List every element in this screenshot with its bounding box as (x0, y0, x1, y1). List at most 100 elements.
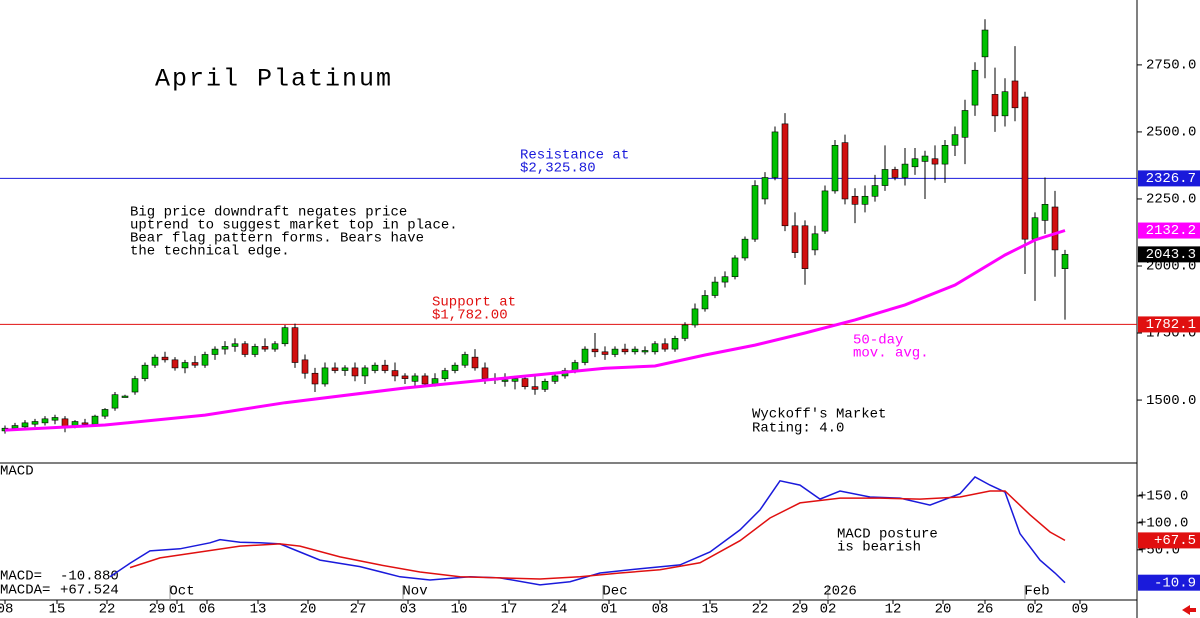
annotation: the technical edge. (130, 244, 290, 260)
macd-title: MACD (0, 464, 34, 480)
candle-body (1051, 206, 1059, 251)
value-tag (1138, 532, 1200, 549)
candle-body (621, 348, 629, 353)
candle-body (681, 324, 689, 339)
candle-body (461, 354, 469, 366)
ma-label: 50-day (853, 333, 903, 349)
candle-body (1061, 254, 1069, 269)
candle-body (251, 346, 259, 355)
candle-body (521, 378, 529, 387)
candle-body (471, 356, 479, 369)
x-tick-label: 24 (551, 602, 568, 618)
y-tick-label: 2500.0 (1146, 125, 1196, 141)
candle-body (1031, 217, 1039, 240)
candle-body (231, 343, 239, 347)
macd-line (109, 476, 1066, 586)
candle-body (311, 372, 319, 385)
candle-body (911, 158, 919, 168)
candle-body (181, 362, 189, 369)
candle-body (771, 131, 779, 178)
candle-body (531, 386, 539, 390)
candle-body (411, 375, 419, 382)
candle-body (871, 185, 879, 197)
candle-body (671, 338, 679, 350)
resistance-label: $2,325.80 (520, 161, 596, 177)
macd-readout: -10.880 (60, 569, 119, 585)
x-tick-label: 06 (199, 602, 216, 618)
candle-body (971, 69, 979, 106)
y-tick-label: 1500.0 (1146, 393, 1196, 409)
candle-body (401, 375, 409, 379)
month-label: Nov (402, 584, 427, 600)
candle-body (781, 123, 789, 227)
candle-body (601, 351, 609, 355)
candle-body (511, 378, 519, 382)
candle-body (21, 422, 29, 428)
candle-body (821, 190, 829, 232)
candle-body (731, 257, 739, 278)
month-label: 2026 (823, 584, 857, 600)
candle-body (171, 359, 179, 369)
x-tick-label: 26 (977, 602, 994, 618)
x-tick-label: 08 (0, 602, 13, 618)
y-tick-label: 2750.0 (1146, 58, 1196, 74)
candle-body (931, 158, 939, 165)
value-tag-label: 2043.3 (1146, 247, 1196, 263)
candle-body (271, 343, 279, 350)
candle-body (281, 327, 289, 345)
candle-body (1041, 204, 1049, 221)
candle-body (211, 348, 219, 355)
support-label: $1,782.00 (432, 308, 508, 324)
x-tick-label: 03 (400, 602, 417, 618)
value-tag-label: 2326.7 (1146, 171, 1196, 187)
candle-body (631, 348, 639, 353)
candle-body (191, 362, 199, 366)
candle-body (381, 364, 389, 371)
candle-body (961, 110, 969, 138)
macd-note: MACD posture (837, 527, 938, 543)
x-tick-label: 01 (601, 602, 618, 618)
candle-body (41, 418, 49, 424)
x-tick-label: 22 (99, 602, 116, 618)
candle-body (341, 367, 349, 371)
candle-body (701, 295, 709, 310)
x-tick-label: 13 (250, 602, 267, 618)
value-tag-label: 2132.2 (1146, 223, 1196, 239)
value-tag (1138, 222, 1200, 239)
resistance-label: Resistance at (520, 148, 629, 164)
x-tick-label: 29 (792, 602, 809, 618)
candle-body (111, 394, 119, 409)
annotation: Bear flag pattern forms. Bears have (130, 231, 424, 247)
y-tick-label: 2000.0 (1146, 259, 1196, 275)
candle-body (831, 145, 839, 192)
candle-body (421, 375, 429, 385)
candle-body (451, 364, 459, 371)
candle-body (661, 343, 669, 350)
candle-body (941, 145, 949, 165)
candle-body (811, 233, 819, 251)
y-tick-label: 2250.0 (1146, 192, 1196, 208)
x-tick-label: 27 (350, 602, 367, 618)
value-tag-label: +67.5 (1154, 533, 1196, 549)
x-tick-label: 12 (885, 602, 902, 618)
chart-title: April Platinum (155, 65, 393, 94)
candle-body (541, 380, 549, 390)
value-tag (1138, 574, 1200, 591)
candle-body (981, 29, 989, 58)
candle-body (761, 177, 769, 200)
x-tick-label: 01 (169, 602, 186, 618)
x-tick-label: 20 (300, 602, 317, 618)
candle-body (861, 195, 869, 205)
x-tick-label: 29 (149, 602, 166, 618)
x-tick-label: 15 (49, 602, 66, 618)
candle-body (201, 354, 209, 366)
candle-body (131, 378, 139, 393)
candle-body (891, 169, 899, 178)
candle-body (261, 346, 269, 350)
x-tick-label: 17 (501, 602, 518, 618)
y-tick-label: +100.0 (1138, 516, 1188, 532)
candle-body (431, 378, 439, 385)
rating-label: Wyckoff's Market (752, 407, 886, 423)
candle-body (1021, 96, 1029, 240)
